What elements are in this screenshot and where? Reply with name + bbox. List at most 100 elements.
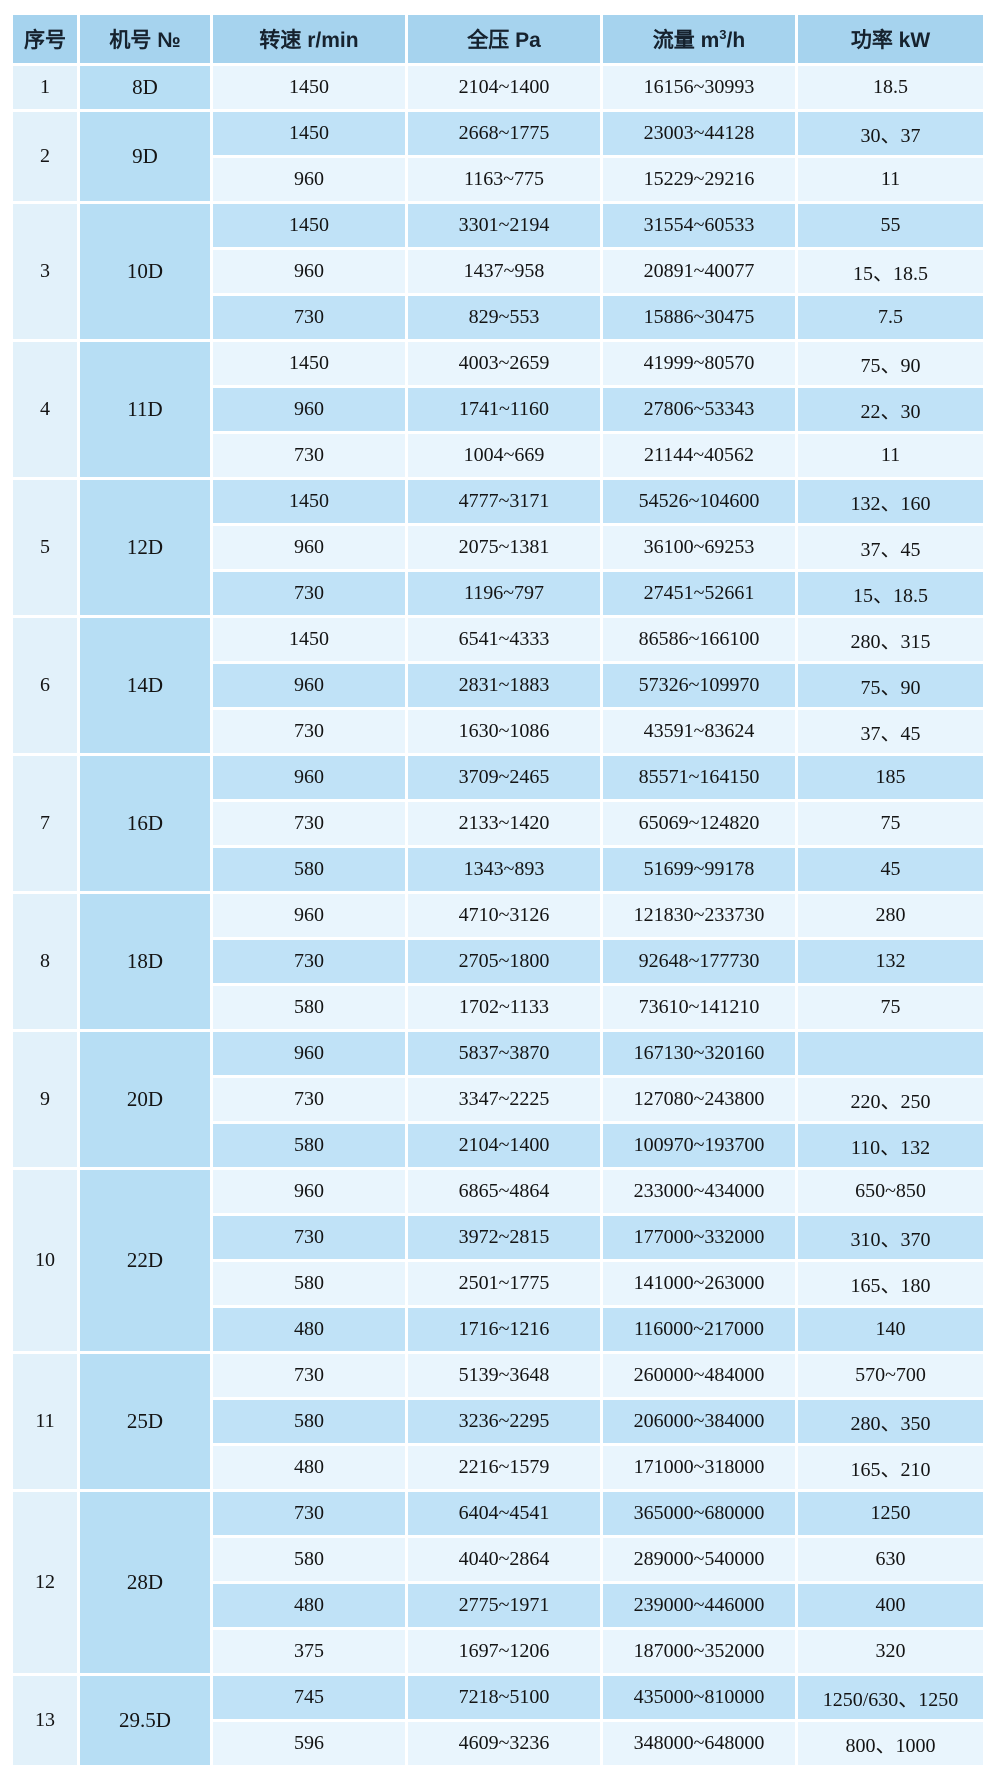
model-number-cell: 12D: [80, 480, 210, 615]
speed-cell: 730: [213, 710, 405, 753]
pressure-cell: 7218~5100: [408, 1676, 600, 1719]
power-cell: 650~850: [798, 1170, 983, 1213]
speed-cell: 580: [213, 986, 405, 1029]
power-cell: 75: [798, 986, 983, 1029]
serial-number-cell: 8: [13, 894, 77, 1029]
pressure-cell: 1004~669: [408, 434, 600, 477]
speed-cell: 730: [213, 572, 405, 615]
serial-number-cell: 4: [13, 342, 77, 477]
speed-cell: 730: [213, 434, 405, 477]
pressure-cell: 1437~958: [408, 250, 600, 293]
flow-cell: 36100~69253: [603, 526, 795, 569]
table-row: 8 18D 960 4710~3126 121830~233730 280: [13, 894, 983, 1029]
flow-cell: 206000~384000: [603, 1400, 795, 1443]
serial-number-cell: 5: [13, 480, 77, 615]
header-text: 流量 m: [652, 29, 720, 52]
speed-cell: 960: [213, 388, 405, 431]
speed-cell: 960: [213, 1032, 405, 1075]
table-row: 4 11D 1450 4003~2659 41999~80570 75、90: [13, 342, 983, 477]
speed-cell: 730: [213, 802, 405, 845]
flow-cell: 116000~217000: [603, 1308, 795, 1351]
power-cell: 110、132: [798, 1124, 983, 1167]
pressure-cell: 2104~1400: [408, 1124, 600, 1167]
speed-cell: 480: [213, 1308, 405, 1351]
table-row: 730 1004~669 21144~40562 11: [13, 434, 983, 477]
table-row: 3 10D 1450 3301~2194 31554~60533 55: [13, 204, 983, 339]
speed-cell: 745: [213, 1676, 405, 1719]
pressure-cell: 3301~2194: [408, 204, 600, 247]
table-row: 730 3347~2225 127080~243800 220、250: [13, 1078, 983, 1121]
power-cell: 37、45: [798, 526, 983, 569]
pressure-cell: 1630~1086: [408, 710, 600, 753]
table-row: 960 2831~1883 57326~109970 75、90: [13, 664, 983, 707]
power-cell: 15、18.5: [798, 250, 983, 293]
pressure-cell: 1697~1206: [408, 1630, 600, 1673]
speed-cell: 596: [213, 1722, 405, 1765]
serial-number-cell: 11: [13, 1354, 77, 1489]
speed-cell: 730: [213, 940, 405, 983]
power-cell: 185: [798, 756, 983, 799]
power-cell: 11: [798, 158, 983, 201]
header-superscript: 3: [719, 27, 727, 42]
model-number-cell: 8D: [80, 66, 210, 109]
power-cell: 132: [798, 940, 983, 983]
table-row: 375 1697~1206 187000~352000 320: [13, 1630, 983, 1673]
model-number-cell: 22D: [80, 1170, 210, 1351]
flow-cell: 435000~810000: [603, 1676, 795, 1719]
table-row: 730 2133~1420 65069~124820 75: [13, 802, 983, 845]
table-row: 480 1716~1216 116000~217000 140: [13, 1308, 983, 1351]
power-cell: 1250: [798, 1492, 983, 1535]
flow-cell: 365000~680000: [603, 1492, 795, 1535]
pressure-cell: 2133~1420: [408, 802, 600, 845]
speed-cell: 580: [213, 848, 405, 891]
flow-cell: 239000~446000: [603, 1584, 795, 1627]
power-cell: 45: [798, 848, 983, 891]
pressure-cell: 6865~4864: [408, 1170, 600, 1213]
speed-cell: 960: [213, 158, 405, 201]
power-cell: 310、370: [798, 1216, 983, 1259]
flow-cell: 85571~164150: [603, 756, 795, 799]
speed-cell: 580: [213, 1124, 405, 1167]
table-row: 480 2216~1579 171000~318000 165、210: [13, 1446, 983, 1489]
table-row: 7 16D 960 3709~2465 85571~164150 185: [13, 756, 983, 891]
flow-cell: 171000~318000: [603, 1446, 795, 1489]
speed-cell: 730: [213, 1492, 405, 1535]
speed-cell: 960: [213, 1170, 405, 1213]
speed-cell: 730: [213, 1078, 405, 1121]
table-row: 730 3972~2815 177000~332000 310、370: [13, 1216, 983, 1259]
model-number-cell: 10D: [80, 204, 210, 339]
pressure-cell: 3236~2295: [408, 1400, 600, 1443]
power-cell: 75: [798, 802, 983, 845]
header-text: /h: [726, 29, 746, 52]
table-row: 5 12D 1450 4777~3171 54526~104600 132、160: [13, 480, 983, 615]
fan-spec-table: 序号 机号 № 转速 r/min 全压 Pa 流量 m3/h 功率 kW 1 8D 1450 2…: [10, 12, 986, 1768]
flow-cell: 27451~52661: [603, 572, 795, 615]
power-cell: 280、315: [798, 618, 983, 661]
table-row: 730 1630~1086 43591~83624 37、45: [13, 710, 983, 753]
power-cell: 570~700: [798, 1354, 983, 1397]
table-row: 10 22D 960 6865~4864 233000~434000 650~850: [13, 1170, 983, 1351]
power-cell: 280: [798, 894, 983, 937]
pressure-cell: 2216~1579: [408, 1446, 600, 1489]
flow-cell: 92648~177730: [603, 940, 795, 983]
serial-number-cell: 10: [13, 1170, 77, 1351]
pressure-cell: 1702~1133: [408, 986, 600, 1029]
flow-cell: 121830~233730: [603, 894, 795, 937]
speed-cell: 480: [213, 1446, 405, 1489]
power-cell: 800、1000: [798, 1722, 983, 1765]
table-row: 480 2775~1971 239000~446000 400: [13, 1584, 983, 1627]
flow-cell: 127080~243800: [603, 1078, 795, 1121]
column-header-serial-number: 序号: [13, 15, 77, 63]
column-header-model-number: 机号 №: [80, 15, 210, 63]
flow-cell: 27806~53343: [603, 388, 795, 431]
speed-cell: 1450: [213, 112, 405, 155]
flow-cell: 43591~83624: [603, 710, 795, 753]
pressure-cell: 2705~1800: [408, 940, 600, 983]
column-header-power: 功率 kW: [798, 15, 983, 63]
flow-cell: 233000~434000: [603, 1170, 795, 1213]
table-row: 1 8D 1450 2104~1400 16156~30993 18.5: [13, 66, 983, 109]
speed-cell: 1450: [213, 342, 405, 385]
serial-number-cell: 3: [13, 204, 77, 339]
flow-cell: 41999~80570: [603, 342, 795, 385]
pressure-cell: 5837~3870: [408, 1032, 600, 1075]
